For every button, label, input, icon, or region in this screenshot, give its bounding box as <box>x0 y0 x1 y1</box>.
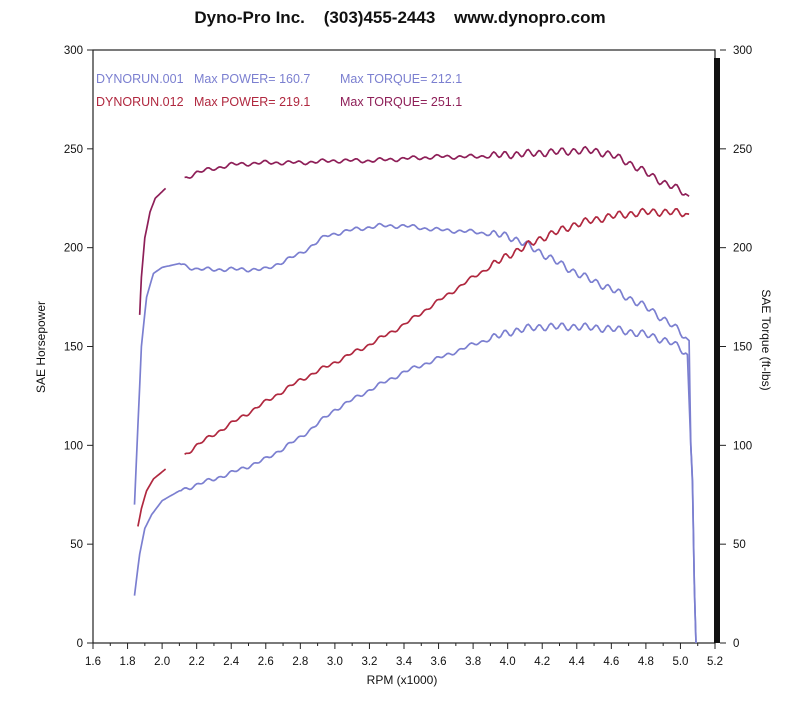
x-tick-label: 2.4 <box>223 656 240 668</box>
y-tick-label: 50 <box>70 539 83 551</box>
legend-torque-label: Max TORQUE= 212.1 <box>340 72 462 86</box>
series-line-3 <box>138 187 167 315</box>
y2-tick-label: 0 <box>733 638 739 650</box>
legend-run-name: DYNORUN.001 <box>96 72 184 86</box>
y-tick-label: 300 <box>64 45 83 57</box>
x-tick-label: 3.4 <box>396 656 413 668</box>
legend-run-name: DYNORUN.012 <box>96 95 184 109</box>
x-tick-label: 2.8 <box>292 656 308 668</box>
x-axis-label: RPM (x1000) <box>367 673 438 687</box>
x-tick-label: 2.0 <box>154 656 170 668</box>
x-tick-label: 1.8 <box>120 656 136 668</box>
legend-torque-label: Max TORQUE= 251.1 <box>340 95 462 109</box>
legend-power-label: Max POWER= 219.1 <box>194 95 310 109</box>
series-line-0 <box>133 322 697 644</box>
series-line-3 <box>184 145 690 197</box>
series-line-2 <box>184 207 690 455</box>
x-tick-label: 5.0 <box>672 656 688 668</box>
x-tick-label: 3.6 <box>431 656 447 668</box>
x-tick-label: 3.8 <box>465 656 481 668</box>
y-tick-label: 100 <box>64 440 83 452</box>
y2-tick-label: 300 <box>733 45 752 57</box>
y-tick-label: 0 <box>77 638 83 650</box>
x-tick-label: 2.6 <box>258 656 274 668</box>
series-line-1 <box>133 222 697 644</box>
legend-power-label: Max POWER= 160.7 <box>194 72 310 86</box>
chart-title: Dyno-Pro Inc. (303)455-2443 www.dynopro.… <box>194 8 606 27</box>
y-tick-label: 200 <box>64 243 83 255</box>
plot-frame <box>92 49 716 644</box>
y2-tick-label: 200 <box>733 243 752 255</box>
y-tick-label: 150 <box>64 342 83 354</box>
y-tick-label: 250 <box>64 144 83 156</box>
y-axis-label: SAE Horsepower <box>34 301 48 393</box>
x-tick-label: 4.8 <box>638 656 654 668</box>
x-tick-label: 1.6 <box>85 656 101 668</box>
x-tick-label: 3.0 <box>327 656 343 668</box>
x-tick-label: 5.2 <box>707 656 723 668</box>
x-tick-label: 4.4 <box>569 656 586 668</box>
y2-tick-label: 100 <box>733 440 752 452</box>
y2-tick-label: 150 <box>733 342 752 354</box>
series-line-2 <box>137 468 167 527</box>
right-axis-bar <box>714 58 720 643</box>
y2-tick-label: 250 <box>733 144 752 156</box>
x-tick-label: 4.6 <box>603 656 619 668</box>
x-tick-label: 3.2 <box>361 656 377 668</box>
x-tick-label: 4.2 <box>534 656 550 668</box>
x-tick-label: 4.0 <box>500 656 516 668</box>
y2-axis-label: SAE Torque (ft-lbs) <box>759 289 773 390</box>
y2-tick-label: 50 <box>733 539 746 551</box>
x-tick-label: 2.2 <box>189 656 205 668</box>
